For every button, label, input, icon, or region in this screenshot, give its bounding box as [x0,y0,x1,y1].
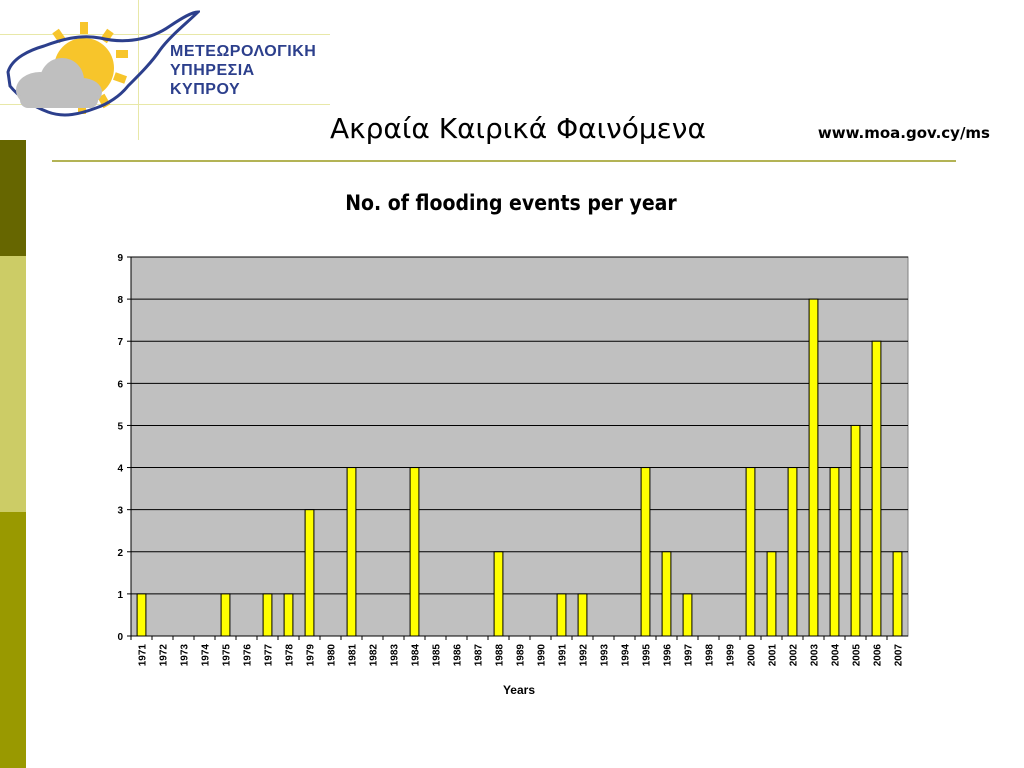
x-tick-label: 1987 [474,644,485,667]
bar [787,467,798,637]
bar [346,467,357,637]
x-tick-label: 1976 [243,644,254,667]
x-tick-label: 1980 [327,644,338,667]
bar [220,593,231,637]
x-tick-label: 1992 [579,644,590,667]
x-tick-label: 1998 [705,644,716,667]
x-tick-label: 1975 [222,644,233,667]
title-underline [52,160,956,162]
cyprus-outline-icon [6,10,200,117]
y-tick-label: 4 [117,464,123,475]
y-tick-label: 3 [117,506,123,517]
x-tick-label: 2001 [768,644,779,667]
bar [745,467,756,637]
y-tick-label: 6 [117,379,123,390]
x-tick-label: 1972 [159,644,170,667]
x-tick-label: 1983 [390,644,401,667]
x-tick-label: 2006 [873,644,884,667]
bar [577,593,588,637]
x-tick-label: 1988 [495,644,506,667]
y-tick-label: 0 [117,632,123,643]
x-tick-label: 1999 [726,644,737,667]
bar [871,340,882,637]
x-tick-label: 2007 [894,644,905,667]
org-name-line-3: ΚΥΠΡΟΥ [170,81,241,98]
bar [262,593,273,637]
bar [892,551,903,637]
bar [493,551,504,637]
y-tick-label: 2 [117,548,123,559]
x-tick-label: 2000 [747,644,758,667]
x-tick-label: 2003 [810,644,821,667]
x-tick-label: 2004 [831,644,842,667]
x-tick-label: 1974 [201,644,212,667]
x-tick-label: 1979 [306,644,317,667]
x-tick-label: 1973 [180,644,191,667]
bar [409,467,420,637]
bar [682,593,693,637]
y-tick-label: 8 [117,295,123,306]
chart-title: No. of flooding events per year [345,191,677,215]
x-tick-label: 2005 [852,644,863,667]
org-name-line-1: ΜΕΤΕΩΡΟΛΟΓΙΚΗ [170,43,317,60]
x-tick-label: 1982 [369,644,380,667]
y-tick-label: 1 [117,590,123,601]
accent-strip-bottom [0,512,26,768]
y-tick-label: 5 [117,421,123,432]
bar [640,467,651,637]
header-guide-vertical [138,0,139,140]
x-tick-label: 1985 [432,644,443,667]
bar [829,467,840,637]
site-url: www.moa.gov.cy/ms [817,124,990,142]
accent-strip-top [0,140,26,256]
bar [304,509,315,637]
cloud-icon [16,58,102,108]
bar [661,551,672,637]
header-guide-top [0,34,330,35]
x-tick-label: 1996 [663,644,674,667]
x-tick-label: 1986 [453,644,464,667]
bar [850,424,861,637]
x-tick-label: 1978 [285,644,296,667]
x-tick-label: 1994 [621,644,632,667]
x-tick-label: 1984 [411,644,422,667]
y-tick-label: 7 [117,337,123,348]
x-axis-label: Years [503,683,535,697]
bar [556,593,567,637]
y-tick-label: 9 [117,253,123,264]
bar [808,298,819,637]
x-tick-label: 1971 [138,644,149,667]
x-tick-label: 1989 [516,644,527,667]
bar [136,593,147,637]
bar [283,593,294,637]
x-tick-label: 1990 [537,644,548,667]
x-tick-label: 1981 [348,644,359,667]
slide-title: Ακραία Καιρικά Φαινόμενα [330,112,706,145]
header-guide-bottom [0,104,330,105]
met-service-logo [6,10,200,117]
accent-strip-middle [0,256,26,512]
org-name-line-2: ΥΠΗΡΕΣΙΑ [170,62,255,79]
x-tick-label: 1997 [684,644,695,667]
x-tick-label: 1991 [558,644,569,667]
x-tick-label: 1993 [600,644,611,667]
x-tick-label: 1977 [264,644,275,667]
x-tick-label: 1995 [642,644,653,667]
x-tick-label: 2002 [789,644,800,667]
bar [766,551,777,637]
